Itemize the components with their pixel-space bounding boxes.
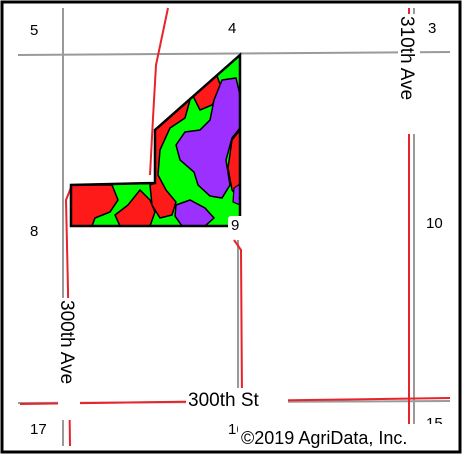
section-label-3: 3 [428, 20, 436, 37]
section-label-10: 10 [426, 215, 443, 232]
zone-purple-south [174, 199, 216, 226]
zone-purple-east [232, 182, 240, 206]
road-label-300th-st: 300th St [188, 390, 259, 411]
section-label-9-bg [228, 216, 244, 234]
zone-red-west [71, 184, 119, 226]
road-label-300th-ave: 300th Ave [56, 300, 77, 384]
road-label-300th-st-bg [186, 388, 288, 410]
road-north-curve [149, 7, 169, 176]
section-label-4: 4 [228, 20, 236, 37]
road-south-center [233, 239, 243, 401]
road-label-300th-ave-bg [58, 298, 80, 420]
zone-red-south [114, 188, 156, 226]
copyright-text: ©2019 AgriData, Inc. [241, 428, 407, 448]
zone-red-diagonal [149, 97, 192, 219]
section-label-8: 8 [30, 223, 38, 240]
road-label-310th-bg [398, 14, 420, 134]
zone-purple-main [175, 77, 240, 199]
section-label-5: 5 [30, 22, 38, 39]
section-line-horizontal-top [17, 51, 451, 56]
section-label-9: 9 [231, 217, 239, 234]
copyright-bg [238, 424, 450, 448]
section-label-17: 17 [30, 421, 47, 438]
road-label-310th-ave: 310th Ave [396, 16, 417, 100]
road-labels: 310th Ave 300th Ave 300th St [56, 14, 420, 420]
